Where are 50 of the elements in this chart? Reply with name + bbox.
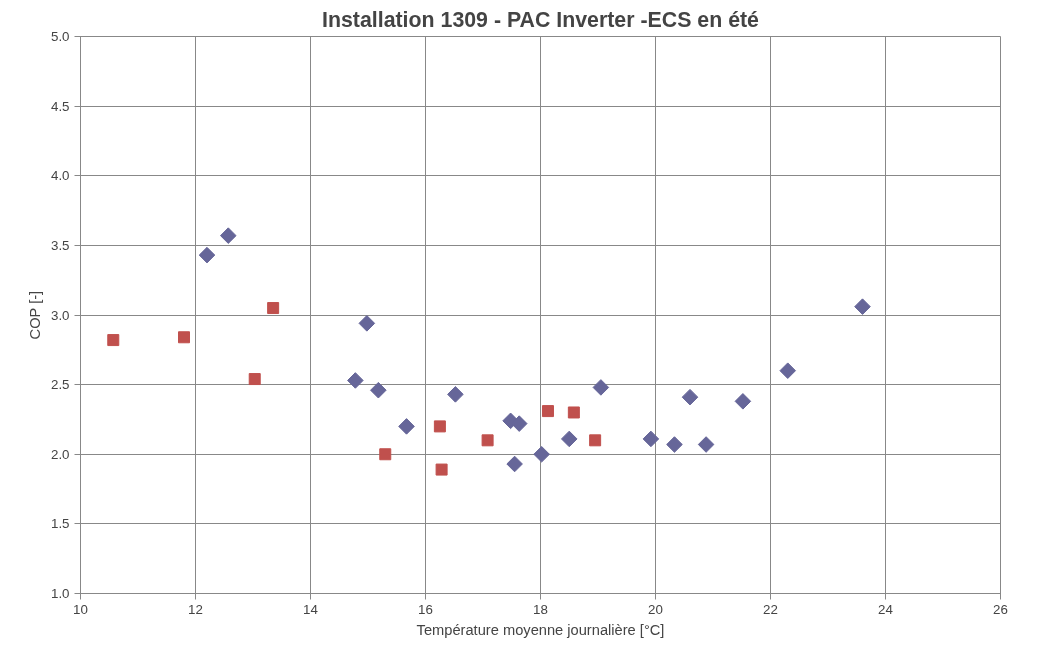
- x-tick-label: 18: [533, 601, 548, 617]
- y-tick-label: 3.0: [50, 307, 70, 323]
- point: [398, 418, 415, 435]
- chart-title: Installation 1309 - PAC Inverter -ECS en été: [322, 7, 760, 32]
- point: [533, 445, 550, 463]
- point: [567, 406, 580, 419]
- y-tick-label: 4.5: [50, 98, 70, 114]
- point: [734, 393, 752, 410]
- x-tick-label: 26: [993, 601, 1008, 617]
- point: [481, 434, 494, 447]
- point: [592, 379, 610, 396]
- point: [666, 436, 683, 453]
- point: [347, 372, 364, 389]
- x-tick-label: 22: [763, 601, 778, 617]
- y-tick-label: 5.0: [50, 29, 70, 44]
- point: [779, 362, 797, 379]
- y-tick-label: 1.5: [50, 516, 70, 532]
- point: [178, 331, 190, 344]
- point: [248, 373, 261, 386]
- point: [107, 334, 120, 347]
- point: [433, 420, 446, 433]
- x-tick-label: 14: [303, 601, 319, 617]
- point: [370, 381, 387, 399]
- x-tick-label: 24: [878, 601, 894, 617]
- point: [560, 430, 578, 448]
- x-tick-label: 12: [188, 601, 203, 617]
- x-axis-title: Température moyenne journalière [°C]: [416, 621, 665, 638]
- y-tick-label: 1.0: [50, 586, 70, 601]
- point: [435, 463, 448, 476]
- y-axis-title: COP [-]: [26, 290, 43, 340]
- point: [220, 227, 237, 244]
- x-tick-label: 10: [73, 601, 88, 617]
- point: [541, 405, 554, 418]
- point: [198, 246, 216, 264]
- point: [642, 430, 660, 448]
- point: [854, 298, 871, 315]
- y-tick-label: 2.5: [50, 377, 70, 393]
- point: [358, 315, 376, 332]
- point: [506, 455, 523, 473]
- point: [697, 436, 715, 453]
- y-tick-label: 4.0: [50, 168, 70, 184]
- x-tick-label: 16: [418, 601, 433, 617]
- point: [447, 386, 464, 403]
- point: [267, 302, 280, 315]
- point: [681, 388, 699, 406]
- x-tick-label: 20: [648, 601, 663, 617]
- y-tick-label: 3.5: [50, 237, 70, 253]
- point: [379, 448, 392, 461]
- y-tick-label: 2.0: [50, 446, 70, 462]
- point: [589, 434, 602, 447]
